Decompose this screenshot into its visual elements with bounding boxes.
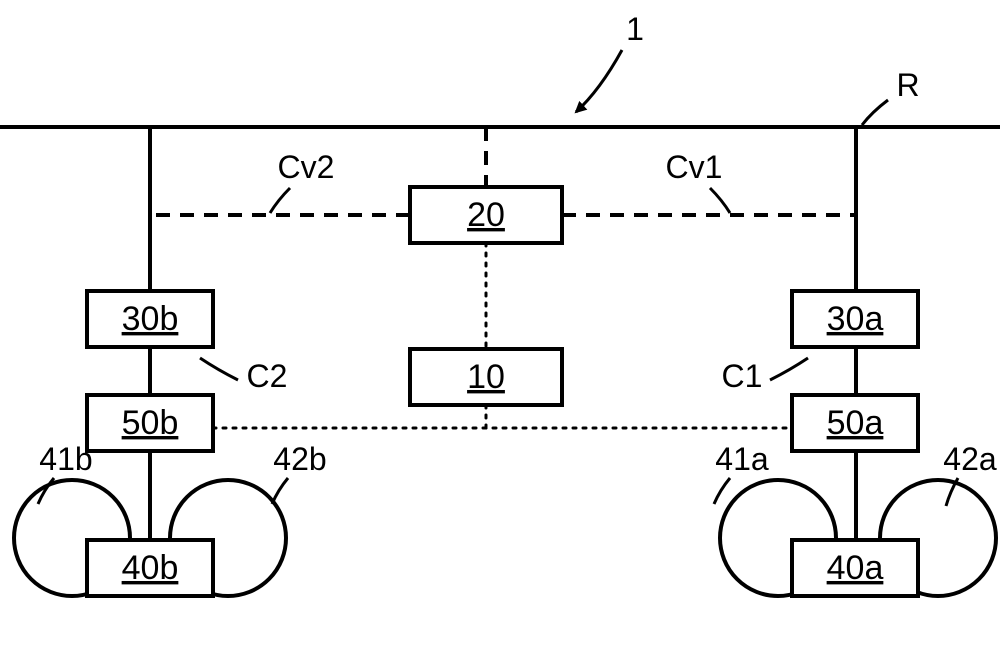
pointer-label-p42b: 42b xyxy=(273,441,326,477)
pointer-label-p42a: 42a xyxy=(943,441,997,477)
diagram-canvas: 20 10 30b 30a 50b 50a 40b 40a 1 R Cv2 Cv1 C2 C1 41b 42b… xyxy=(0,0,1000,658)
block-label-b50b: 50b xyxy=(122,404,179,442)
pointer-label-p1: 1 xyxy=(626,11,644,47)
pointer-label-pCv1: Cv1 xyxy=(666,149,723,185)
pointer-curve-pC1 xyxy=(770,358,808,380)
pointer-label-pR: R xyxy=(896,67,919,103)
pointer-curve-pCv1 xyxy=(710,188,730,213)
pointer-curve-pCv2 xyxy=(270,188,290,213)
block-label-b40b: 40b xyxy=(122,549,179,587)
pointer-curve-pC2 xyxy=(200,358,238,380)
pointer-label-pCv2: Cv2 xyxy=(278,149,335,185)
block-label-b30b: 30b xyxy=(122,300,179,338)
pointer-label-p41a: 41a xyxy=(715,441,769,477)
block-label-b10: 10 xyxy=(467,358,505,396)
pointer-curve-p1 xyxy=(576,50,622,112)
pointer-label-pC2: C2 xyxy=(247,358,288,394)
pointer-curve-p42b xyxy=(272,478,288,504)
pointer-curve-p41a xyxy=(714,478,730,504)
pointer-label-p41b: 41b xyxy=(39,441,92,477)
block-label-b50a: 50a xyxy=(827,404,884,442)
block-label-b20: 20 xyxy=(467,196,505,234)
pointer-curve-pR xyxy=(862,100,888,125)
block-label-b30a: 30a xyxy=(827,300,884,338)
pointer-label-pC1: C1 xyxy=(722,358,763,394)
block-label-b40a: 40a xyxy=(827,549,884,587)
